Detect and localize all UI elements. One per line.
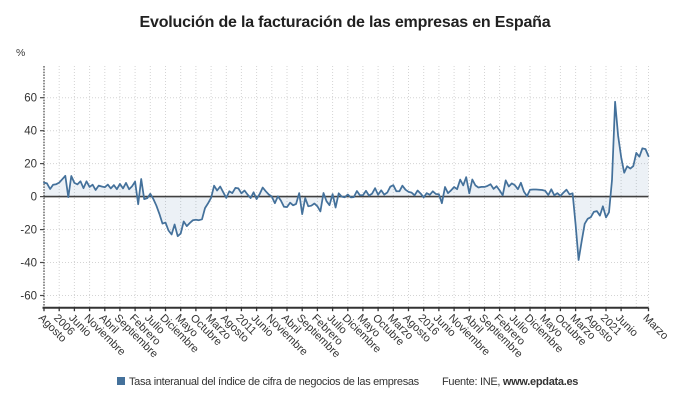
svg-text:-60: -60 — [20, 291, 37, 303]
svg-text:-40: -40 — [20, 258, 37, 270]
svg-text:40: 40 — [24, 126, 37, 138]
svg-text:20: 20 — [24, 159, 37, 171]
svg-text:60: 60 — [24, 93, 37, 105]
svg-text:0: 0 — [31, 192, 37, 204]
svg-text:-20: -20 — [20, 225, 37, 237]
